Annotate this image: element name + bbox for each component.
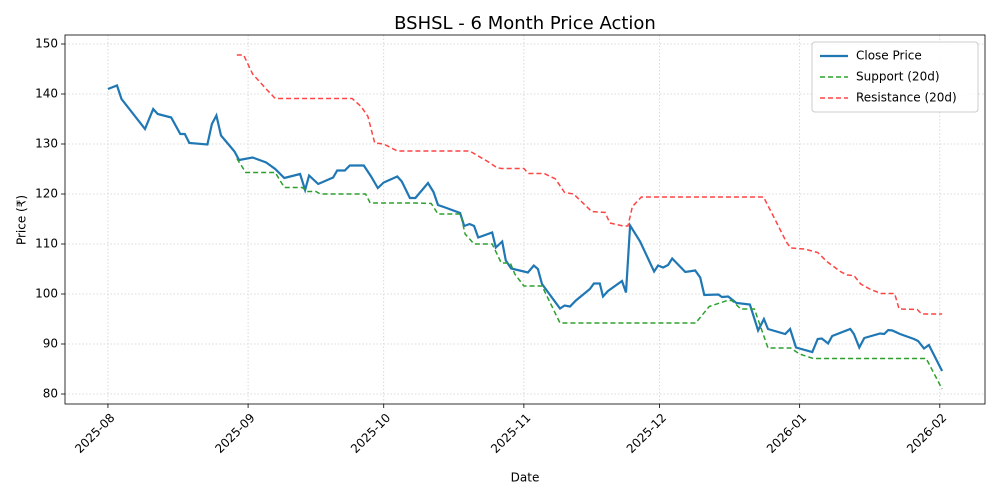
x-tick-label: 2025-12 [624, 411, 669, 456]
x-tick-label: 2025-11 [488, 411, 533, 456]
y-tick-label: 110 [35, 237, 58, 251]
y-tick-label: 120 [35, 187, 58, 201]
legend-label: Close Price [856, 49, 922, 63]
series-line [107, 84, 944, 372]
x-tick-label: 2025-08 [72, 411, 117, 456]
plot [107, 54, 944, 390]
x-tick-label: 2026-02 [904, 411, 949, 456]
series-line [236, 158, 943, 390]
legend-label: Resistance (20d) [856, 91, 957, 105]
legend: Close Price Support (20d) Resistance (20d) [811, 41, 979, 113]
x-tick-label: 2025-09 [212, 411, 257, 456]
x-axis-label: Date [511, 471, 540, 485]
x-tick-label: 2026-01 [764, 411, 809, 456]
plot-frame [64, 34, 986, 405]
y-tick-label: 130 [35, 137, 58, 151]
series-line [236, 54, 943, 315]
y-tick-label: 150 [35, 37, 58, 51]
legend-label: Support (20d) [856, 70, 940, 84]
y-tick-label: 100 [35, 287, 58, 301]
x-tick-label: 2025-10 [348, 411, 393, 456]
y-axis-label: Price (₹) [15, 195, 29, 245]
legend-box [811, 41, 979, 113]
y-tick-label: 90 [43, 337, 58, 351]
chart-title: BSHSL - 6 Month Price Action [394, 13, 656, 34]
y-tick-label: 140 [35, 87, 58, 101]
y-tick-label: 80 [43, 387, 58, 401]
